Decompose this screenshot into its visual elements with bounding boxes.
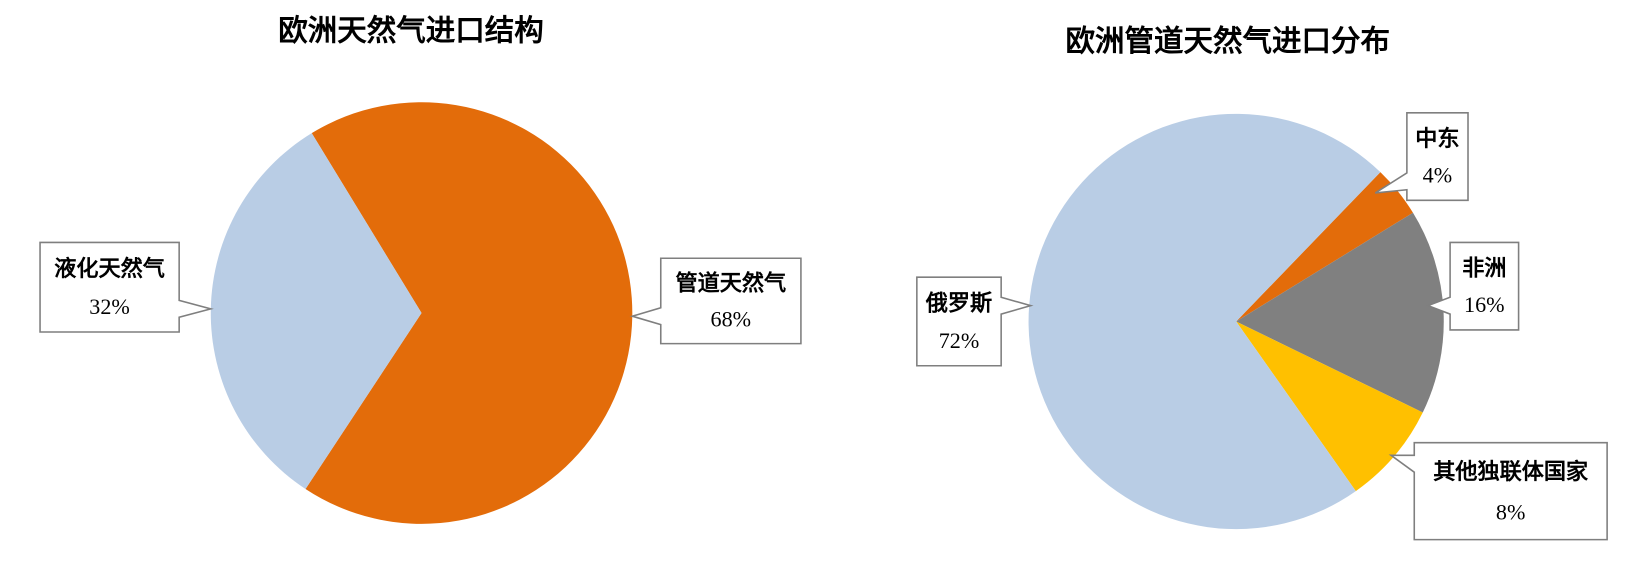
data-label-name: 非洲 <box>1462 256 1506 281</box>
data-label: 8% <box>1496 499 1526 524</box>
pie-slice <box>305 102 633 524</box>
pie-slice <box>210 133 422 490</box>
data-label: 4% <box>1423 163 1453 188</box>
data-label-name: 其他独联体国家 <box>1433 459 1589 484</box>
pie-slice <box>1236 172 1413 322</box>
callout-box <box>1425 241 1520 331</box>
data-label: 32% <box>89 294 130 319</box>
chart-title: 欧洲天然气进口结构 <box>278 14 544 48</box>
data-label: 72% <box>939 328 980 353</box>
data-label-name: 俄罗斯 <box>925 291 992 316</box>
callout-box <box>629 257 802 345</box>
callout-box <box>1374 112 1469 202</box>
data-label-name: 液化天然气 <box>54 256 165 281</box>
callout-box <box>1388 441 1608 541</box>
pie-slice <box>1236 321 1423 492</box>
callout-box <box>916 276 1034 367</box>
data-label: 16% <box>1464 292 1505 317</box>
pie-slice <box>1236 212 1444 413</box>
data-label-name: 管道天然气 <box>676 271 787 296</box>
callout-box <box>39 241 214 333</box>
chart-title: 欧洲管道天然气进口分布 <box>1065 24 1390 58</box>
pie-slice <box>1028 113 1381 530</box>
data-label-name: 中东 <box>1415 126 1459 151</box>
data-label: 68% <box>711 306 752 331</box>
